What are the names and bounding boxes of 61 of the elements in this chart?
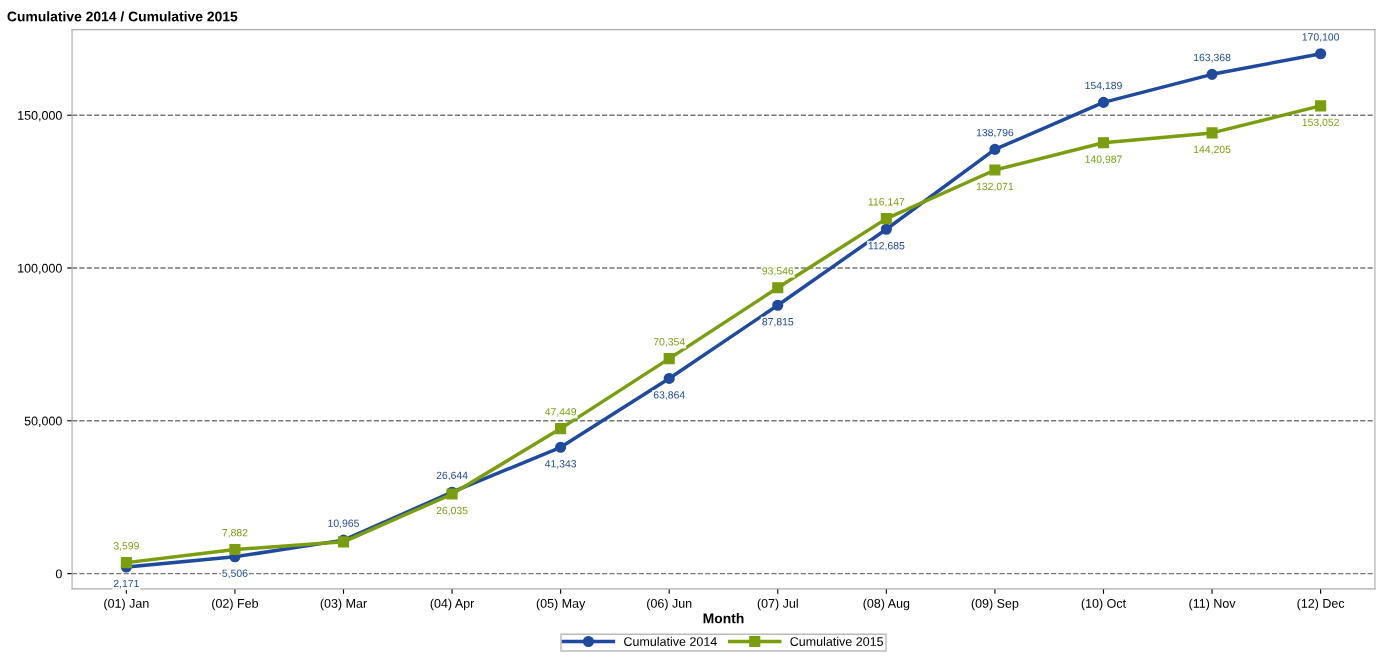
data-label: 116,147 <box>868 198 905 207</box>
data-label: 170,100 <box>1302 33 1340 42</box>
data-label: 70,354 <box>653 338 685 347</box>
point <box>555 423 567 435</box>
data-label: 63,864 <box>653 391 685 400</box>
point <box>1315 100 1327 112</box>
x-tick-label: (12) Dec <box>1297 598 1345 611</box>
data-label: 140,987 <box>1085 155 1122 165</box>
point <box>989 164 1001 176</box>
point <box>772 299 784 311</box>
x-tick-label: (06) Jun <box>647 598 692 611</box>
point <box>555 441 567 453</box>
point <box>1097 137 1110 149</box>
data-label: 163,368 <box>1194 53 1231 63</box>
data-label: 153,052 <box>1302 118 1339 128</box>
data-label: 154,189 <box>1085 81 1122 91</box>
x-tick-label: (01) Jan <box>104 598 149 611</box>
x-tick-label: (10) Oct <box>1081 598 1126 611</box>
point <box>989 143 1001 155</box>
y-tick-label: 150,000 <box>18 110 62 122</box>
data-label: 10,965 <box>328 519 359 529</box>
legend-label: Cumulative 2015 <box>790 636 884 646</box>
point <box>880 213 892 225</box>
data-label: 93,546 <box>762 267 794 276</box>
point <box>1097 96 1110 108</box>
point <box>229 543 241 556</box>
data-label: 47,449 <box>544 408 577 417</box>
point <box>1206 68 1218 80</box>
point <box>772 282 784 294</box>
data-label: 26,644 <box>436 471 468 481</box>
legend-label: Cumulative 2014 <box>624 636 717 646</box>
y-tick-label: 100,000 <box>18 263 62 275</box>
x-tick-label: (07) Jul <box>757 598 798 611</box>
data-label: 144,205 <box>1194 145 1231 155</box>
point <box>663 353 675 365</box>
data-label: 87,815 <box>762 318 794 327</box>
x-tick-label: (09) Sep <box>971 598 1019 611</box>
data-label: 2,171 <box>113 579 139 589</box>
data-label: 132,071 <box>976 182 1014 192</box>
data-label: 26,035 <box>436 506 468 516</box>
point <box>1315 48 1327 60</box>
data-label: 41,343 <box>544 460 577 469</box>
data-label: 138,796 <box>976 128 1014 138</box>
x-tick-label: (05) May <box>536 598 586 611</box>
y-tick-label: 0 <box>55 569 62 579</box>
x-tick-label: (08) Aug <box>863 598 910 611</box>
data-label: 3,599 <box>113 542 139 551</box>
point <box>120 557 132 569</box>
x-axis-title: Month <box>703 613 744 624</box>
data-label: 112,685 <box>868 242 905 251</box>
chart-title: Cumulative 2014 / Cumulative 2015 <box>7 11 238 22</box>
data-label: 5,506 <box>222 569 248 579</box>
y-tick-label: 50,000 <box>24 416 62 427</box>
x-tick-label: (11) Nov <box>1189 598 1236 611</box>
data-label: 7,882 <box>222 528 248 538</box>
point <box>880 223 892 235</box>
x-tick-label: (04) Apr <box>430 598 475 611</box>
point <box>663 372 675 384</box>
x-tick-label: (02) Feb <box>212 598 259 611</box>
x-tick-label: (03) Mar <box>320 598 367 611</box>
point <box>1206 127 1218 139</box>
